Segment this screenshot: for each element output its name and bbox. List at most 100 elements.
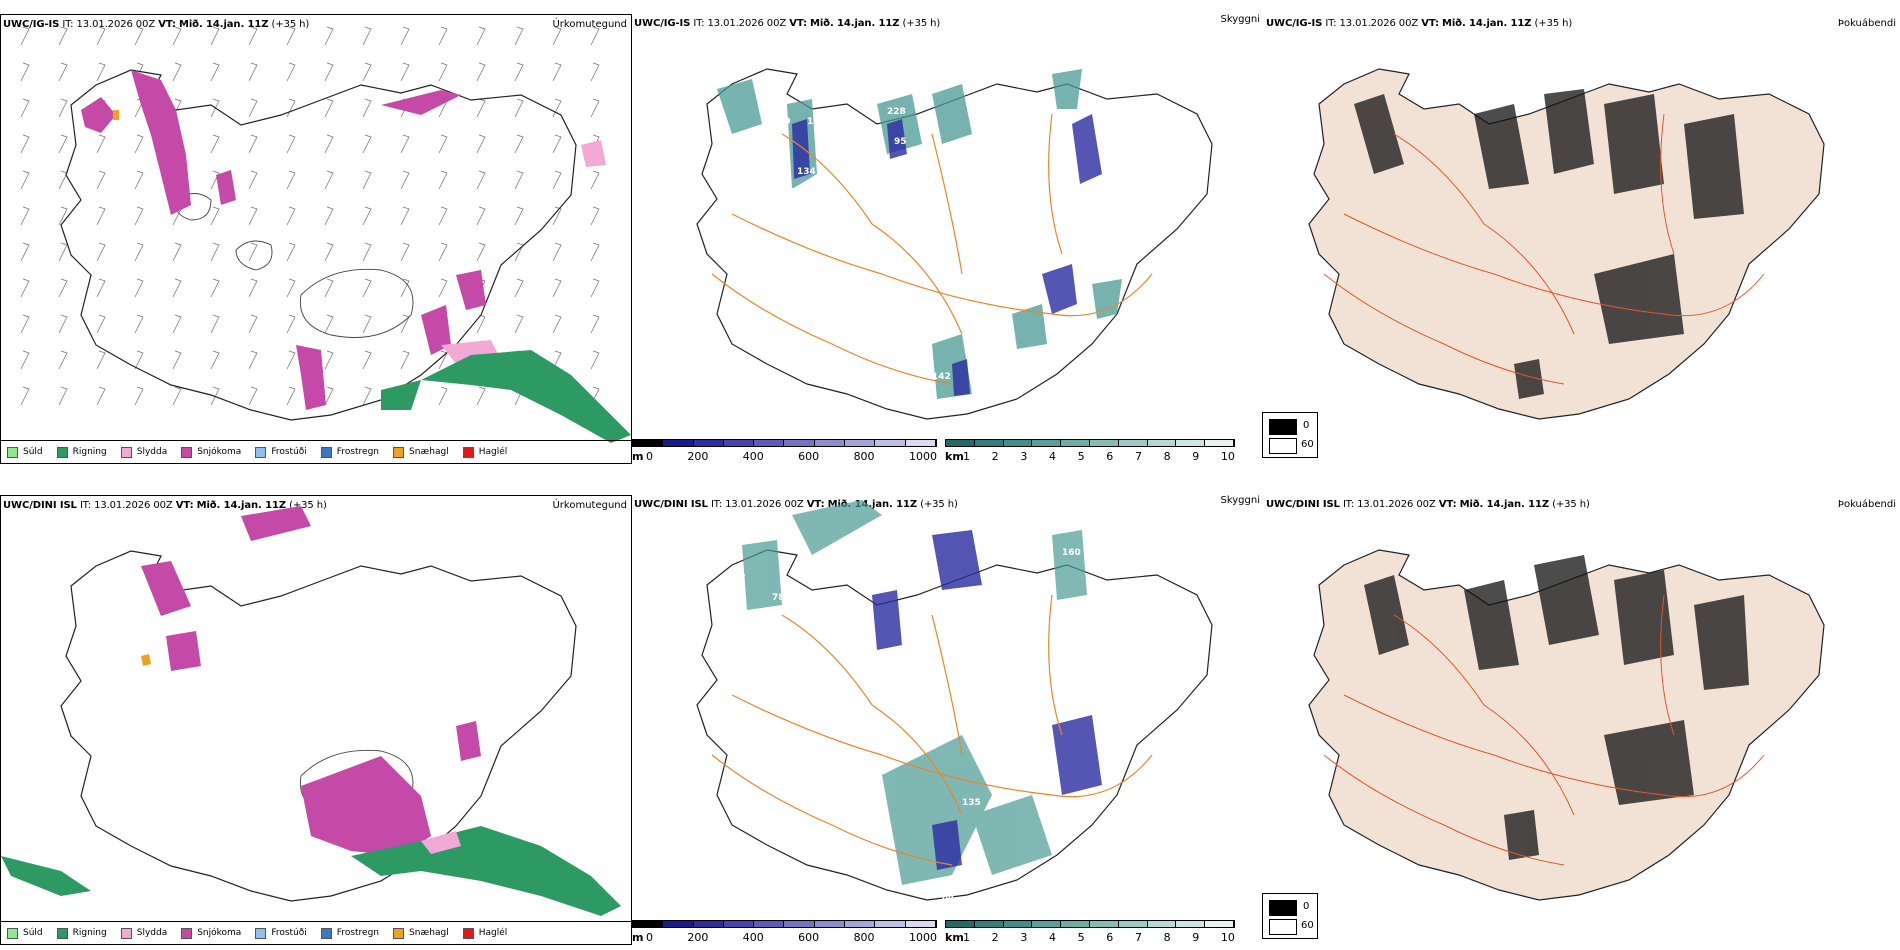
colorbar-tick: 1000 — [908, 450, 937, 463]
wind-barb — [286, 386, 296, 406]
wind-barb — [96, 26, 106, 46]
wind-barb — [210, 278, 220, 298]
colorbar-tick: 1 — [963, 931, 970, 944]
wind-barb — [362, 26, 372, 46]
wind-barb — [248, 242, 258, 262]
wind-barb — [514, 170, 524, 190]
wind-barb — [172, 278, 182, 298]
colorbar-segment — [1176, 440, 1206, 446]
wind-barb — [20, 134, 30, 154]
wind-barb — [324, 206, 334, 226]
visibility-map: 202 78 160 135 158 84 302 209 — [696, 500, 1213, 903]
value-label: 142 — [932, 372, 951, 382]
colorbar-segment — [1176, 921, 1206, 927]
wind-barb — [362, 350, 372, 370]
value-label: 207 — [782, 187, 801, 197]
wind-barb — [20, 62, 30, 82]
wind-barb — [248, 350, 258, 370]
wind-barb — [400, 26, 410, 46]
legend-item: Frostregn — [320, 446, 379, 458]
wind-barb — [476, 206, 486, 226]
wind-barb — [20, 26, 30, 46]
value-label: 209 — [1112, 808, 1131, 818]
wind-barb — [324, 242, 334, 262]
wind-barb — [210, 134, 220, 154]
wind-barb — [134, 170, 144, 190]
legend-swatch — [320, 446, 332, 458]
legend-item: Slydda — [120, 927, 167, 939]
wind-barb — [552, 62, 562, 82]
legend-swatch — [181, 446, 193, 458]
wind-barb — [286, 134, 296, 154]
colorbar-tick: 1000 — [908, 931, 937, 944]
wind-barb — [248, 386, 258, 406]
colorbar-segment — [845, 921, 876, 927]
colorbar-segment — [723, 921, 755, 927]
wind-barb — [476, 170, 486, 190]
colorbar-tick: 10 — [1220, 450, 1235, 463]
wind-barb — [134, 206, 144, 226]
wind-barb — [58, 278, 68, 298]
wind-barb — [590, 62, 600, 82]
value-label: 158 — [962, 878, 981, 888]
wind-barb — [438, 134, 448, 154]
colorbar-tick: 600 — [798, 931, 820, 944]
value-label: 302 — [1142, 778, 1161, 788]
colorbar-tick: 6 — [1106, 931, 1114, 944]
legend-label: Frostúði — [271, 447, 307, 457]
colorbar-segment — [784, 440, 815, 446]
colorbar-tick: 6 — [1106, 450, 1114, 463]
wind-barb — [362, 278, 372, 298]
precip-legend: Súld Rigning Slydda Snjókoma Frostúði Frostre… — [1, 921, 631, 944]
wind-barb — [96, 314, 106, 334]
wind-barb — [552, 206, 562, 226]
legend-swatch — [393, 927, 405, 939]
wind-barb — [248, 314, 258, 334]
glacier-outline-west — [175, 193, 212, 221]
wind-barb — [514, 314, 524, 334]
legend-label: Snjókoma — [197, 447, 242, 457]
colorbar-tick: 4 — [1048, 931, 1056, 944]
colorbar-segment — [845, 440, 876, 446]
colorbar-tick: 9 — [1192, 931, 1200, 944]
wind-barb — [552, 134, 562, 154]
value-label: 202 — [727, 573, 746, 583]
colorbar-tick: 2 — [991, 450, 999, 463]
wind-barb — [286, 206, 296, 226]
wind-barb — [590, 206, 600, 226]
colorbar-tick: 0 — [646, 450, 653, 463]
colorbar-segment — [1032, 440, 1062, 446]
wind-barb — [362, 386, 372, 406]
colorbar-segment — [1061, 921, 1090, 927]
wind-barb — [96, 278, 106, 298]
legend-swatch — [255, 446, 267, 458]
wind-barb — [324, 386, 334, 406]
colorbar-segment — [663, 921, 694, 927]
colorbar-tick: 800 — [853, 450, 875, 463]
ceiling-areas — [792, 114, 1102, 396]
colorbar-segment — [1118, 921, 1148, 927]
wind-barb — [96, 134, 106, 154]
legend-item: Súld — [7, 446, 43, 458]
colorbar-segment — [814, 921, 846, 927]
ceiling-colorbar: m 0 200 400 600 800 1000 — [632, 920, 937, 946]
value-label: 148 — [762, 87, 781, 97]
wind-barb — [20, 386, 30, 406]
legend-swatch — [181, 927, 193, 939]
wind-barb — [134, 278, 144, 298]
value-label: 379 — [772, 117, 791, 127]
wind-barb — [20, 278, 30, 298]
wind-barb — [590, 242, 600, 262]
fog-map — [1308, 549, 1825, 901]
fog-panel-bottom: UWC/DINI ISL IT: 13.01.2026 00Z VT: Mið.… — [1262, 495, 1900, 945]
sleet-area — [421, 831, 461, 854]
colorbar-segment — [875, 440, 906, 446]
legend-label: Frostúði — [271, 928, 307, 938]
colorbar-tick: 8 — [1163, 450, 1171, 463]
wind-barb — [552, 314, 562, 334]
fog-panel-top: UWC/IG-IS IT: 13.01.2026 00Z VT: Mið. 14… — [1262, 14, 1900, 464]
colorbar-segment — [693, 921, 724, 927]
wind-barb — [58, 98, 68, 118]
graupel-area — [113, 110, 119, 120]
legend-label: Snæhagl — [409, 928, 449, 938]
